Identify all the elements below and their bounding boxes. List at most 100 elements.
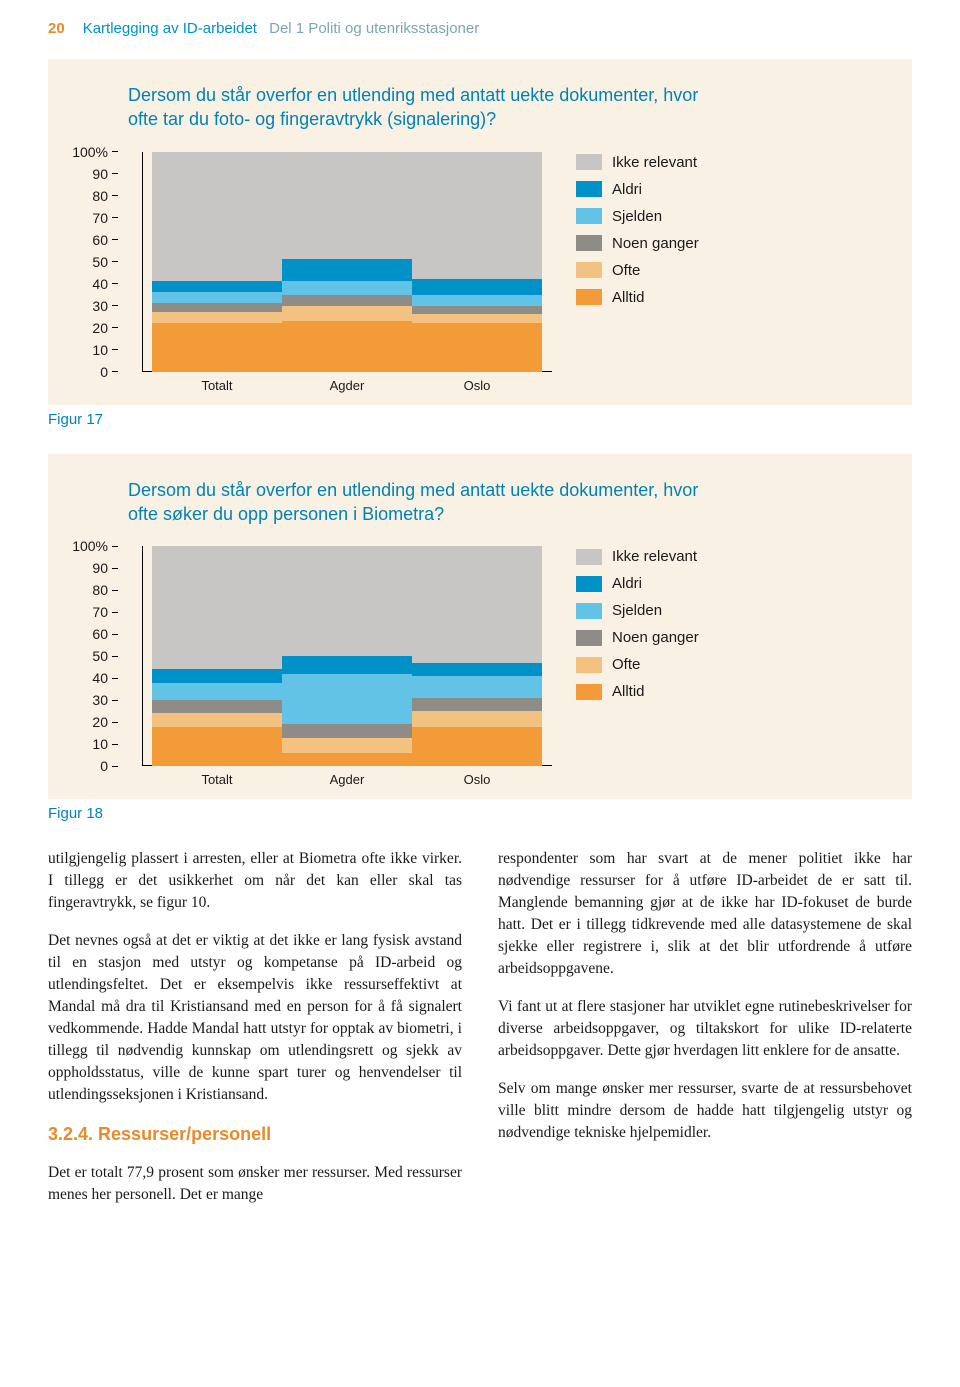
chart-17: Dersom du står overfor en utlending med … [48,59,912,405]
text-column-left: utilgjengelig plassert i arresten, eller… [48,848,462,1222]
bar-segment [152,312,282,323]
legend-label: Ofte [612,656,640,673]
legend-label: Sjelden [612,208,662,225]
bar-segment [152,713,282,726]
paragraph: Det er totalt 77,9 prosent som ønsker me… [48,1162,462,1206]
legend-label: Noen ganger [612,629,699,646]
legend-swatch [576,208,602,224]
ytick: 0 [100,362,118,382]
xlabel: Totalt [152,378,282,393]
page-title-part: Del 1 Politi og utenriksstasjoner [269,20,479,37]
ytick: 30 [92,296,118,316]
bar [152,152,282,372]
legend-swatch [576,154,602,170]
ytick: 10 [92,340,118,360]
ytick: 10 [92,734,118,754]
legend-swatch [576,576,602,592]
bar-segment [152,281,282,292]
chart-17-bars [142,152,552,372]
chart-18-body: 100%9080706050403020100 TotaltAgderOslo … [78,546,882,787]
legend-label: Aldri [612,575,642,592]
paragraph: utilgjengelig plassert i arresten, eller… [48,848,462,914]
legend-swatch [576,657,602,673]
bar-segment [412,295,542,306]
bar-segment [282,724,412,737]
text-column-right: respondenter som har svart at de mener p… [498,848,912,1222]
legend-item: Ikke relevant [576,154,882,171]
bar-segment [152,727,282,767]
xlabel: Oslo [412,772,542,787]
ytick: 60 [92,230,118,250]
paragraph: Vi fant ut at flere stasjoner har utvikl… [498,996,912,1062]
legend-item: Ofte [576,656,882,673]
legend-swatch [576,603,602,619]
legend-label: Alltid [612,683,645,700]
legend-item: Aldri [576,575,882,592]
legend-item: Noen ganger [576,629,882,646]
bar [282,152,412,372]
bar-segment [412,711,542,726]
legend-swatch [576,181,602,197]
bar-segment [282,546,412,656]
legend-item: Sjelden [576,602,882,619]
bar-segment [152,292,282,303]
legend-label: Alltid [612,289,645,306]
bar [152,546,282,766]
page-number: 20 [48,20,65,37]
paragraph: Det nevnes også at det er viktig at det … [48,930,462,1106]
chart-17-caption: Figur 17 [48,411,912,428]
ytick: 50 [92,646,118,666]
bar-segment [282,152,412,260]
paragraph: respondenter som har svart at de mener p… [498,848,912,980]
bar [282,546,412,766]
page-header: 20 Kartlegging av ID-arbeidet Del 1 Poli… [48,20,912,37]
ytick: 0 [100,756,118,776]
page-title-main: Kartlegging av ID-arbeidet [83,20,257,37]
bar-segment [412,663,542,676]
bar-segment [282,281,412,294]
bar-segment [412,323,542,371]
bar-segment [282,674,412,725]
bar-segment [282,259,412,281]
chart-18: Dersom du står overfor en utlending med … [48,454,912,800]
chart-18-plot-wrapper: TotaltAgderOslo [142,546,552,787]
legend-swatch [576,262,602,278]
ytick: 100% [72,142,118,162]
section-heading: 3.2.4. Ressurser/personell [48,1122,462,1148]
legend-label: Noen ganger [612,235,699,252]
bar-segment [282,295,412,306]
chart-18-yaxis: 100%9080706050403020100 [78,546,118,766]
bar-segment [412,279,542,294]
bar-segment [152,303,282,312]
ytick: 20 [92,712,118,732]
legend-label: Sjelden [612,602,662,619]
chart-18-plot [142,546,552,766]
ytick: 50 [92,252,118,272]
chart-18-title: Dersom du står overfor en utlending med … [128,478,708,527]
chart-17-plot [142,152,552,372]
bar-segment [282,753,412,766]
legend-swatch [576,235,602,251]
bar-segment [412,727,542,767]
ytick: 80 [92,580,118,600]
bar-segment [412,314,542,323]
chart-17-body: 100%9080706050403020100 TotaltAgderOslo … [78,152,882,393]
bar-segment [412,546,542,663]
legend-swatch [576,549,602,565]
legend-label: Ikke relevant [612,548,697,565]
ytick: 40 [92,274,118,294]
legend-swatch [576,630,602,646]
bar-segment [412,152,542,280]
legend-label: Ofte [612,262,640,279]
chart-17-title: Dersom du står overfor en utlending med … [128,83,708,132]
ytick: 30 [92,690,118,710]
bar-segment [412,698,542,711]
ytick: 90 [92,558,118,578]
xlabel: Totalt [152,772,282,787]
legend-item: Aldri [576,181,882,198]
bar-segment [412,306,542,315]
bar-segment [282,306,412,321]
legend-item: Alltid [576,683,882,700]
bar-segment [152,546,282,669]
bar-segment [282,321,412,372]
